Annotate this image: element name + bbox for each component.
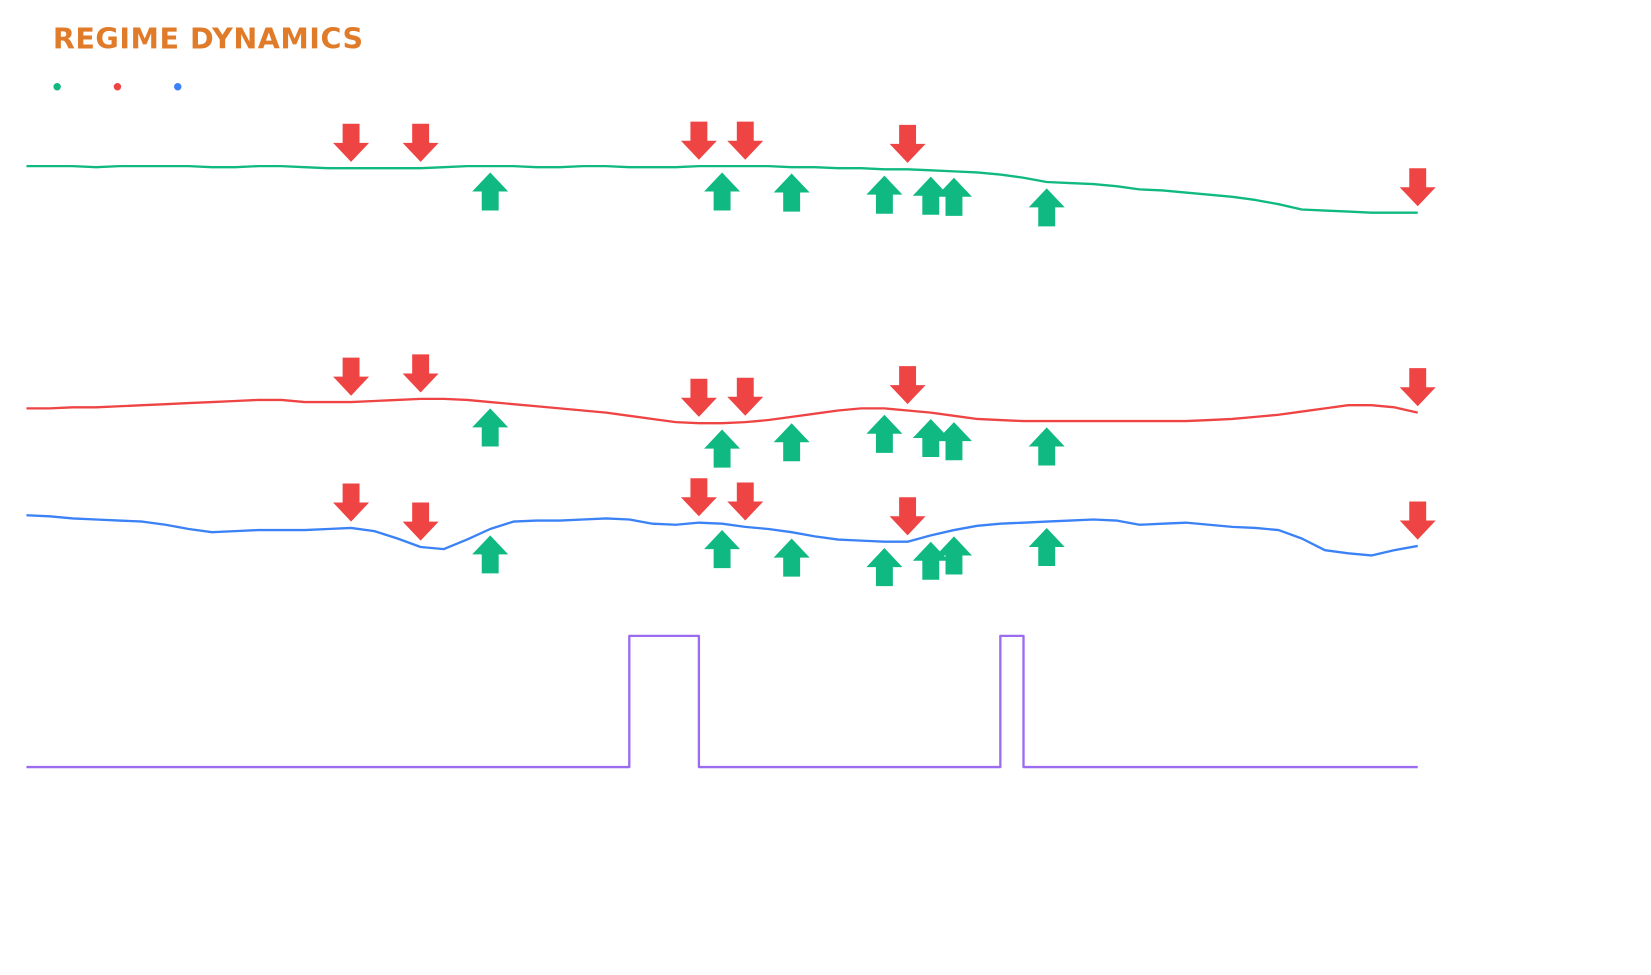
sell-signal-arrow (680, 478, 717, 517)
sell-signal-arrow (333, 123, 370, 162)
buy-signal-arrow (912, 541, 949, 580)
buy-signal-arrow (935, 422, 972, 461)
sell-signal-arrow (889, 497, 926, 536)
buy-signal-arrow (935, 177, 972, 216)
sell-signal-arrow (680, 121, 717, 160)
regime-step-line (26, 634, 1418, 769)
buy-signal-arrow (866, 548, 903, 587)
legend-dot (53, 83, 61, 91)
buy-signal-arrow (912, 176, 949, 215)
sell-signal-arrow (333, 357, 370, 396)
sell-signal-arrow (402, 354, 439, 393)
sell-signal-arrow (402, 502, 439, 541)
buy-signal-arrow (704, 530, 741, 569)
buy-signal-arrow (1028, 188, 1065, 227)
sell-signal-arrow (727, 377, 764, 416)
buy-signal-arrow (472, 172, 509, 211)
buy-signal-arrow (704, 429, 741, 468)
sell-signal-arrow (727, 121, 764, 160)
sell-signal-arrow (680, 378, 717, 417)
chart-title: REGIME DYNAMICS (53, 22, 364, 56)
buy-signal-arrow (472, 408, 509, 447)
sell-signal-arrow (402, 123, 439, 162)
sell-signal-arrow (889, 124, 926, 163)
buy-signal-arrow (912, 418, 949, 458)
plot-root: REGIME DYNAMICS (26, 22, 1436, 769)
buy-signal-arrow (935, 536, 972, 575)
sell-signal-arrow (1399, 368, 1436, 407)
buy-signal-arrow (1028, 427, 1065, 466)
series-line (26, 514, 1418, 557)
sell-signal-arrow (889, 366, 926, 405)
buy-signal-arrow (773, 423, 810, 462)
buy-signal-arrow (472, 535, 509, 574)
buy-signal-arrow (704, 172, 741, 211)
legend-dot (113, 83, 122, 91)
sell-signal-arrow (1399, 168, 1436, 207)
buy-signal-arrow (866, 175, 903, 214)
buy-signal-arrow (773, 538, 810, 577)
legend-dot (174, 83, 182, 91)
sell-signal-arrow (727, 482, 764, 521)
buy-signal-arrow (866, 414, 903, 453)
buy-signal-arrow (773, 173, 810, 212)
sell-signal-arrow (333, 483, 370, 522)
sell-signal-arrow (1399, 501, 1436, 540)
buy-signal-arrow (1028, 527, 1065, 567)
series-line (26, 164, 1418, 214)
series-line (26, 397, 1418, 425)
